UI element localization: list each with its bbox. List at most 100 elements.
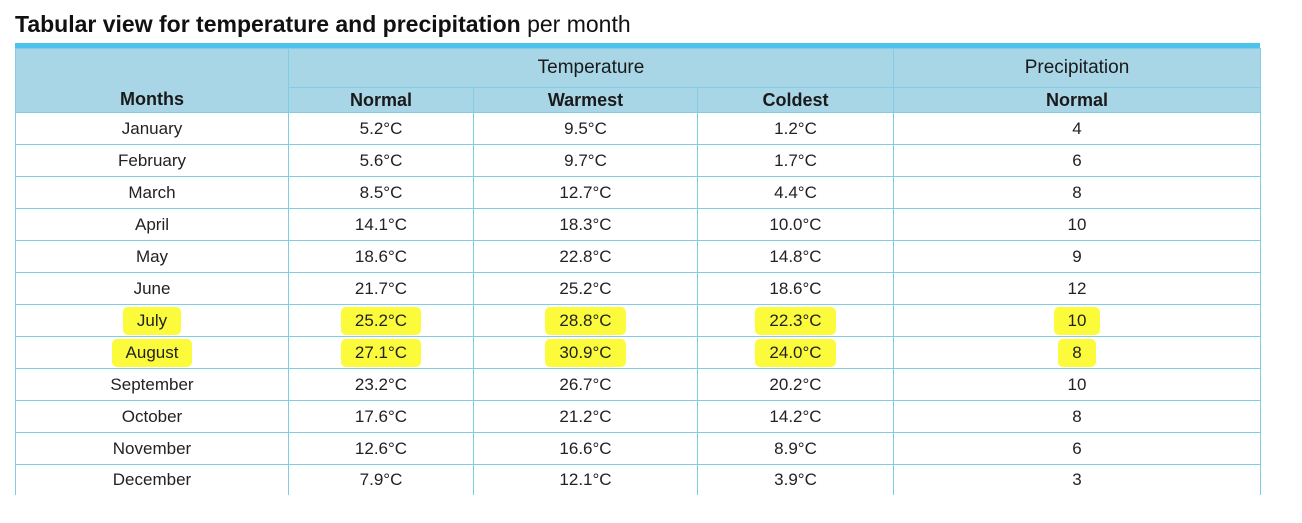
temp-normal-cell-text: 21.7°C: [354, 278, 408, 298]
warmest-cell-text: 9.5°C: [564, 118, 607, 138]
temp-normal-cell-text: 18.6°C: [354, 246, 408, 266]
warmest-cell-text: 16.6°C: [559, 438, 612, 458]
precip-cell-text: 10: [1053, 306, 1101, 335]
precip-cell-text: 6: [1072, 150, 1082, 170]
coldest-cell-text: 10.0°C: [769, 214, 822, 234]
warmest-cell: 21.2°C: [473, 400, 698, 433]
coldest-cell: 4.4°C: [697, 176, 894, 209]
month-cell: June: [15, 272, 289, 305]
temp-normal-cell: 17.6°C: [288, 400, 474, 433]
precip-cell: 8: [893, 400, 1261, 433]
temp-normal-cell: 14.1°C: [288, 208, 474, 241]
month-cell-text: October: [121, 406, 183, 426]
precip-cell: 6: [893, 144, 1261, 177]
group-header-empty: [15, 48, 289, 88]
table-row: July 25.2°C 28.8°C 22.3°C 10: [15, 304, 1261, 337]
warmest-cell-text: 28.8°C: [545, 306, 626, 335]
month-cell-text: July: [122, 306, 182, 335]
column-header-row: Months Normal Warmest Coldest Normal: [15, 87, 1261, 113]
table-row: December 7.9°C 12.1°C 3.9°C 3: [15, 464, 1261, 495]
temp-normal-cell-text: 23.2°C: [354, 374, 408, 394]
coldest-cell-text: 1.7°C: [774, 150, 817, 170]
month-cell: February: [15, 144, 289, 177]
month-cell: August: [15, 336, 289, 369]
temp-normal-cell: 18.6°C: [288, 240, 474, 273]
table-body: January 5.2°C 9.5°C 1.2°C 4 February 5.6°C 9.7°…: [15, 112, 1261, 495]
warmest-cell-text: 18.3°C: [559, 214, 612, 234]
coldest-cell: 20.2°C: [697, 368, 894, 401]
precip-cell: 12: [893, 272, 1261, 305]
coldest-cell-text: 18.6°C: [769, 278, 822, 298]
coldest-cell-text: 8.9°C: [774, 438, 817, 458]
coldest-cell: 8.9°C: [697, 432, 894, 465]
precip-cell: 8: [893, 176, 1261, 209]
coldest-cell-text: 3.9°C: [774, 470, 817, 489]
precip-cell: 8: [893, 336, 1261, 369]
precip-cell: 9: [893, 240, 1261, 273]
temp-normal-cell-text: 12.6°C: [354, 438, 408, 458]
warmest-cell: 12.7°C: [473, 176, 698, 209]
temp-normal-cell-text: 27.1°C: [340, 338, 422, 367]
precip-cell-text: 3: [1072, 470, 1082, 489]
month-cell: January: [15, 112, 289, 145]
month-cell: April: [15, 208, 289, 241]
page-title: Tabular view for temperature and precipi…: [15, 9, 631, 39]
warmest-cell-text: 12.1°C: [559, 470, 612, 489]
column-header-warmest: Warmest: [473, 87, 698, 113]
precip-cell: 3: [893, 464, 1261, 495]
page-title-bold: Tabular view for temperature and precipi…: [15, 11, 521, 37]
temp-normal-cell: 5.2°C: [288, 112, 474, 145]
month-cell: November: [15, 432, 289, 465]
precip-cell-text: 4: [1072, 118, 1082, 138]
coldest-cell-text: 14.2°C: [769, 406, 822, 426]
table-row: May 18.6°C 22.8°C 14.8°C 9: [15, 240, 1261, 273]
month-cell-text: April: [134, 214, 169, 234]
month-cell-text: December: [112, 470, 192, 489]
coldest-cell: 1.7°C: [697, 144, 894, 177]
month-cell-text: January: [121, 118, 183, 138]
table-accent-bar: [15, 43, 1260, 48]
month-cell: October: [15, 400, 289, 433]
climate-table: Temperature Precipitation Months Normal …: [15, 48, 1261, 495]
warmest-cell: 26.7°C: [473, 368, 698, 401]
warmest-cell-text: 30.9°C: [545, 338, 626, 367]
warmest-cell-text: 22.8°C: [559, 246, 612, 266]
coldest-cell: 14.8°C: [697, 240, 894, 273]
month-cell-text: August: [111, 338, 193, 367]
precip-cell-text: 6: [1072, 438, 1082, 458]
table-row: September 23.2°C 26.7°C 20.2°C 10: [15, 368, 1261, 401]
warmest-cell: 22.8°C: [473, 240, 698, 273]
coldest-cell-text: 24.0°C: [755, 338, 836, 367]
table-row: April 14.1°C 18.3°C 10.0°C 10: [15, 208, 1261, 241]
precip-cell-text: 8: [1072, 182, 1082, 202]
coldest-cell-text: 4.4°C: [774, 182, 817, 202]
warmest-cell: 28.8°C: [473, 304, 698, 337]
precip-cell: 10: [893, 368, 1261, 401]
precip-cell: 10: [893, 208, 1261, 241]
precip-cell-text: 9: [1072, 246, 1082, 266]
warmest-cell-text: 26.7°C: [559, 374, 612, 394]
precip-cell-text: 8: [1072, 406, 1082, 426]
month-cell-text: November: [112, 438, 192, 458]
temp-normal-cell: 5.6°C: [288, 144, 474, 177]
month-cell: July: [15, 304, 289, 337]
warmest-cell: 30.9°C: [473, 336, 698, 369]
temp-normal-cell: 27.1°C: [288, 336, 474, 369]
warmest-cell-text: 21.2°C: [559, 406, 612, 426]
temp-normal-cell: 23.2°C: [288, 368, 474, 401]
month-cell: September: [15, 368, 289, 401]
temp-normal-cell: 8.5°C: [288, 176, 474, 209]
temp-normal-cell-text: 7.9°C: [359, 470, 403, 489]
group-header-precipitation: Precipitation: [893, 48, 1261, 88]
temp-normal-cell-text: 25.2°C: [340, 306, 422, 335]
coldest-cell: 24.0°C: [697, 336, 894, 369]
warmest-cell-text: 9.7°C: [564, 150, 607, 170]
precip-cell: 4: [893, 112, 1261, 145]
temp-normal-cell: 12.6°C: [288, 432, 474, 465]
temp-normal-cell: 21.7°C: [288, 272, 474, 305]
warmest-cell-text: 25.2°C: [559, 278, 612, 298]
group-header-temperature: Temperature: [288, 48, 894, 88]
table-row: August 27.1°C 30.9°C 24.0°C 8: [15, 336, 1261, 369]
precip-cell: 10: [893, 304, 1261, 337]
coldest-cell: 1.2°C: [697, 112, 894, 145]
